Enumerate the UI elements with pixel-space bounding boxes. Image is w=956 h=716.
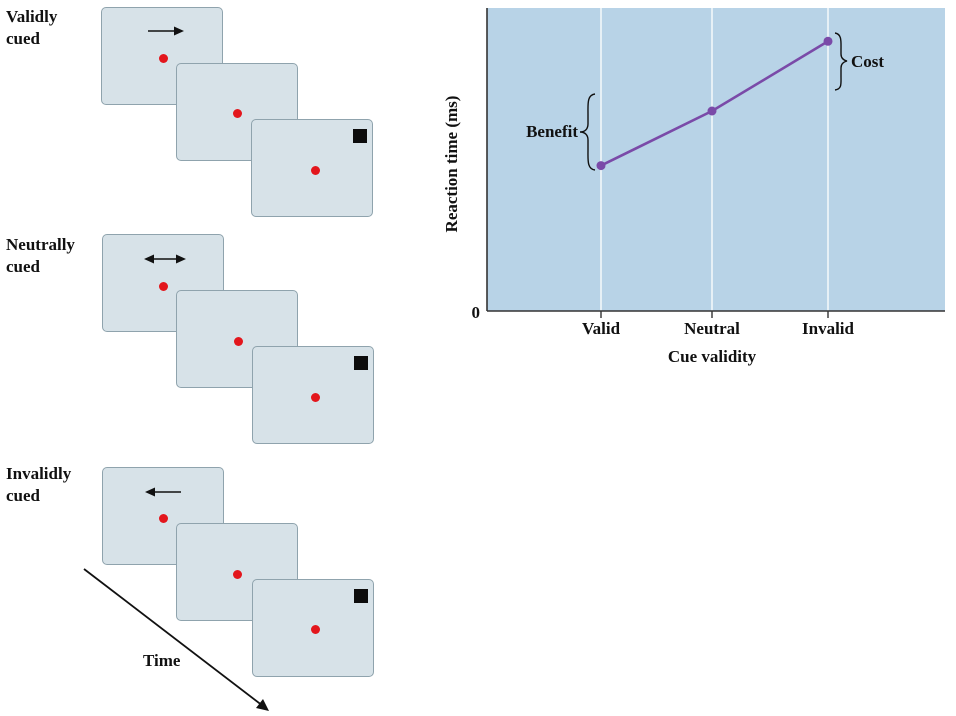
benefit-annotation: Benefit	[526, 93, 596, 171]
cost-label: Cost	[851, 52, 884, 71]
chart: Valid Neutral Invalid 0 Reaction time (ms)…	[442, 8, 945, 366]
time-label: Time	[143, 651, 181, 670]
gridlines	[600, 8, 829, 311]
x-tick-label-neutral: Neutral	[684, 319, 740, 338]
target-square	[354, 356, 368, 370]
fixation-dot	[311, 393, 320, 402]
data-points	[596, 36, 833, 171]
fixation-dot	[234, 337, 243, 346]
fixation-dot	[311, 166, 320, 175]
data-point-valid	[596, 161, 606, 171]
x-ticks: Valid Neutral Invalid	[582, 311, 855, 338]
right-arrow-icon	[148, 26, 184, 36]
plot-area	[487, 8, 945, 311]
cost-brace	[834, 32, 848, 91]
target-frame	[251, 119, 373, 217]
double-arrow-icon	[144, 254, 186, 264]
fixation-dot	[233, 570, 242, 579]
x-axis-label: Cue validity	[668, 347, 757, 366]
benefit-label: Benefit	[526, 122, 578, 141]
fixation-dot	[311, 625, 320, 634]
fixation-dot	[159, 54, 168, 63]
target-square	[353, 129, 367, 143]
x-tick-label-invalid: Invalid	[802, 319, 855, 338]
data-point-invalid	[823, 36, 833, 46]
condition-label-valid: Validly cued	[6, 7, 58, 48]
condition-label-neutral: Neutrally cued	[6, 235, 75, 276]
time-arrow	[83, 568, 269, 711]
benefit-brace	[579, 93, 596, 171]
cost-annotation: Cost	[834, 32, 884, 91]
target-frame	[252, 579, 374, 677]
target-square	[354, 589, 368, 603]
x-tick-label-valid: Valid	[582, 319, 621, 338]
fixation-dot	[159, 282, 168, 291]
left-arrow-icon	[145, 487, 181, 497]
data-point-neutral	[707, 106, 717, 116]
y-tick-label-0: 0	[472, 303, 481, 322]
fixation-dot	[233, 109, 242, 118]
condition-label-invalid: Invalidly cued	[6, 464, 72, 505]
target-frame	[252, 346, 374, 444]
y-axis-label: Reaction time (ms)	[442, 96, 461, 233]
fixation-dot	[159, 514, 168, 523]
